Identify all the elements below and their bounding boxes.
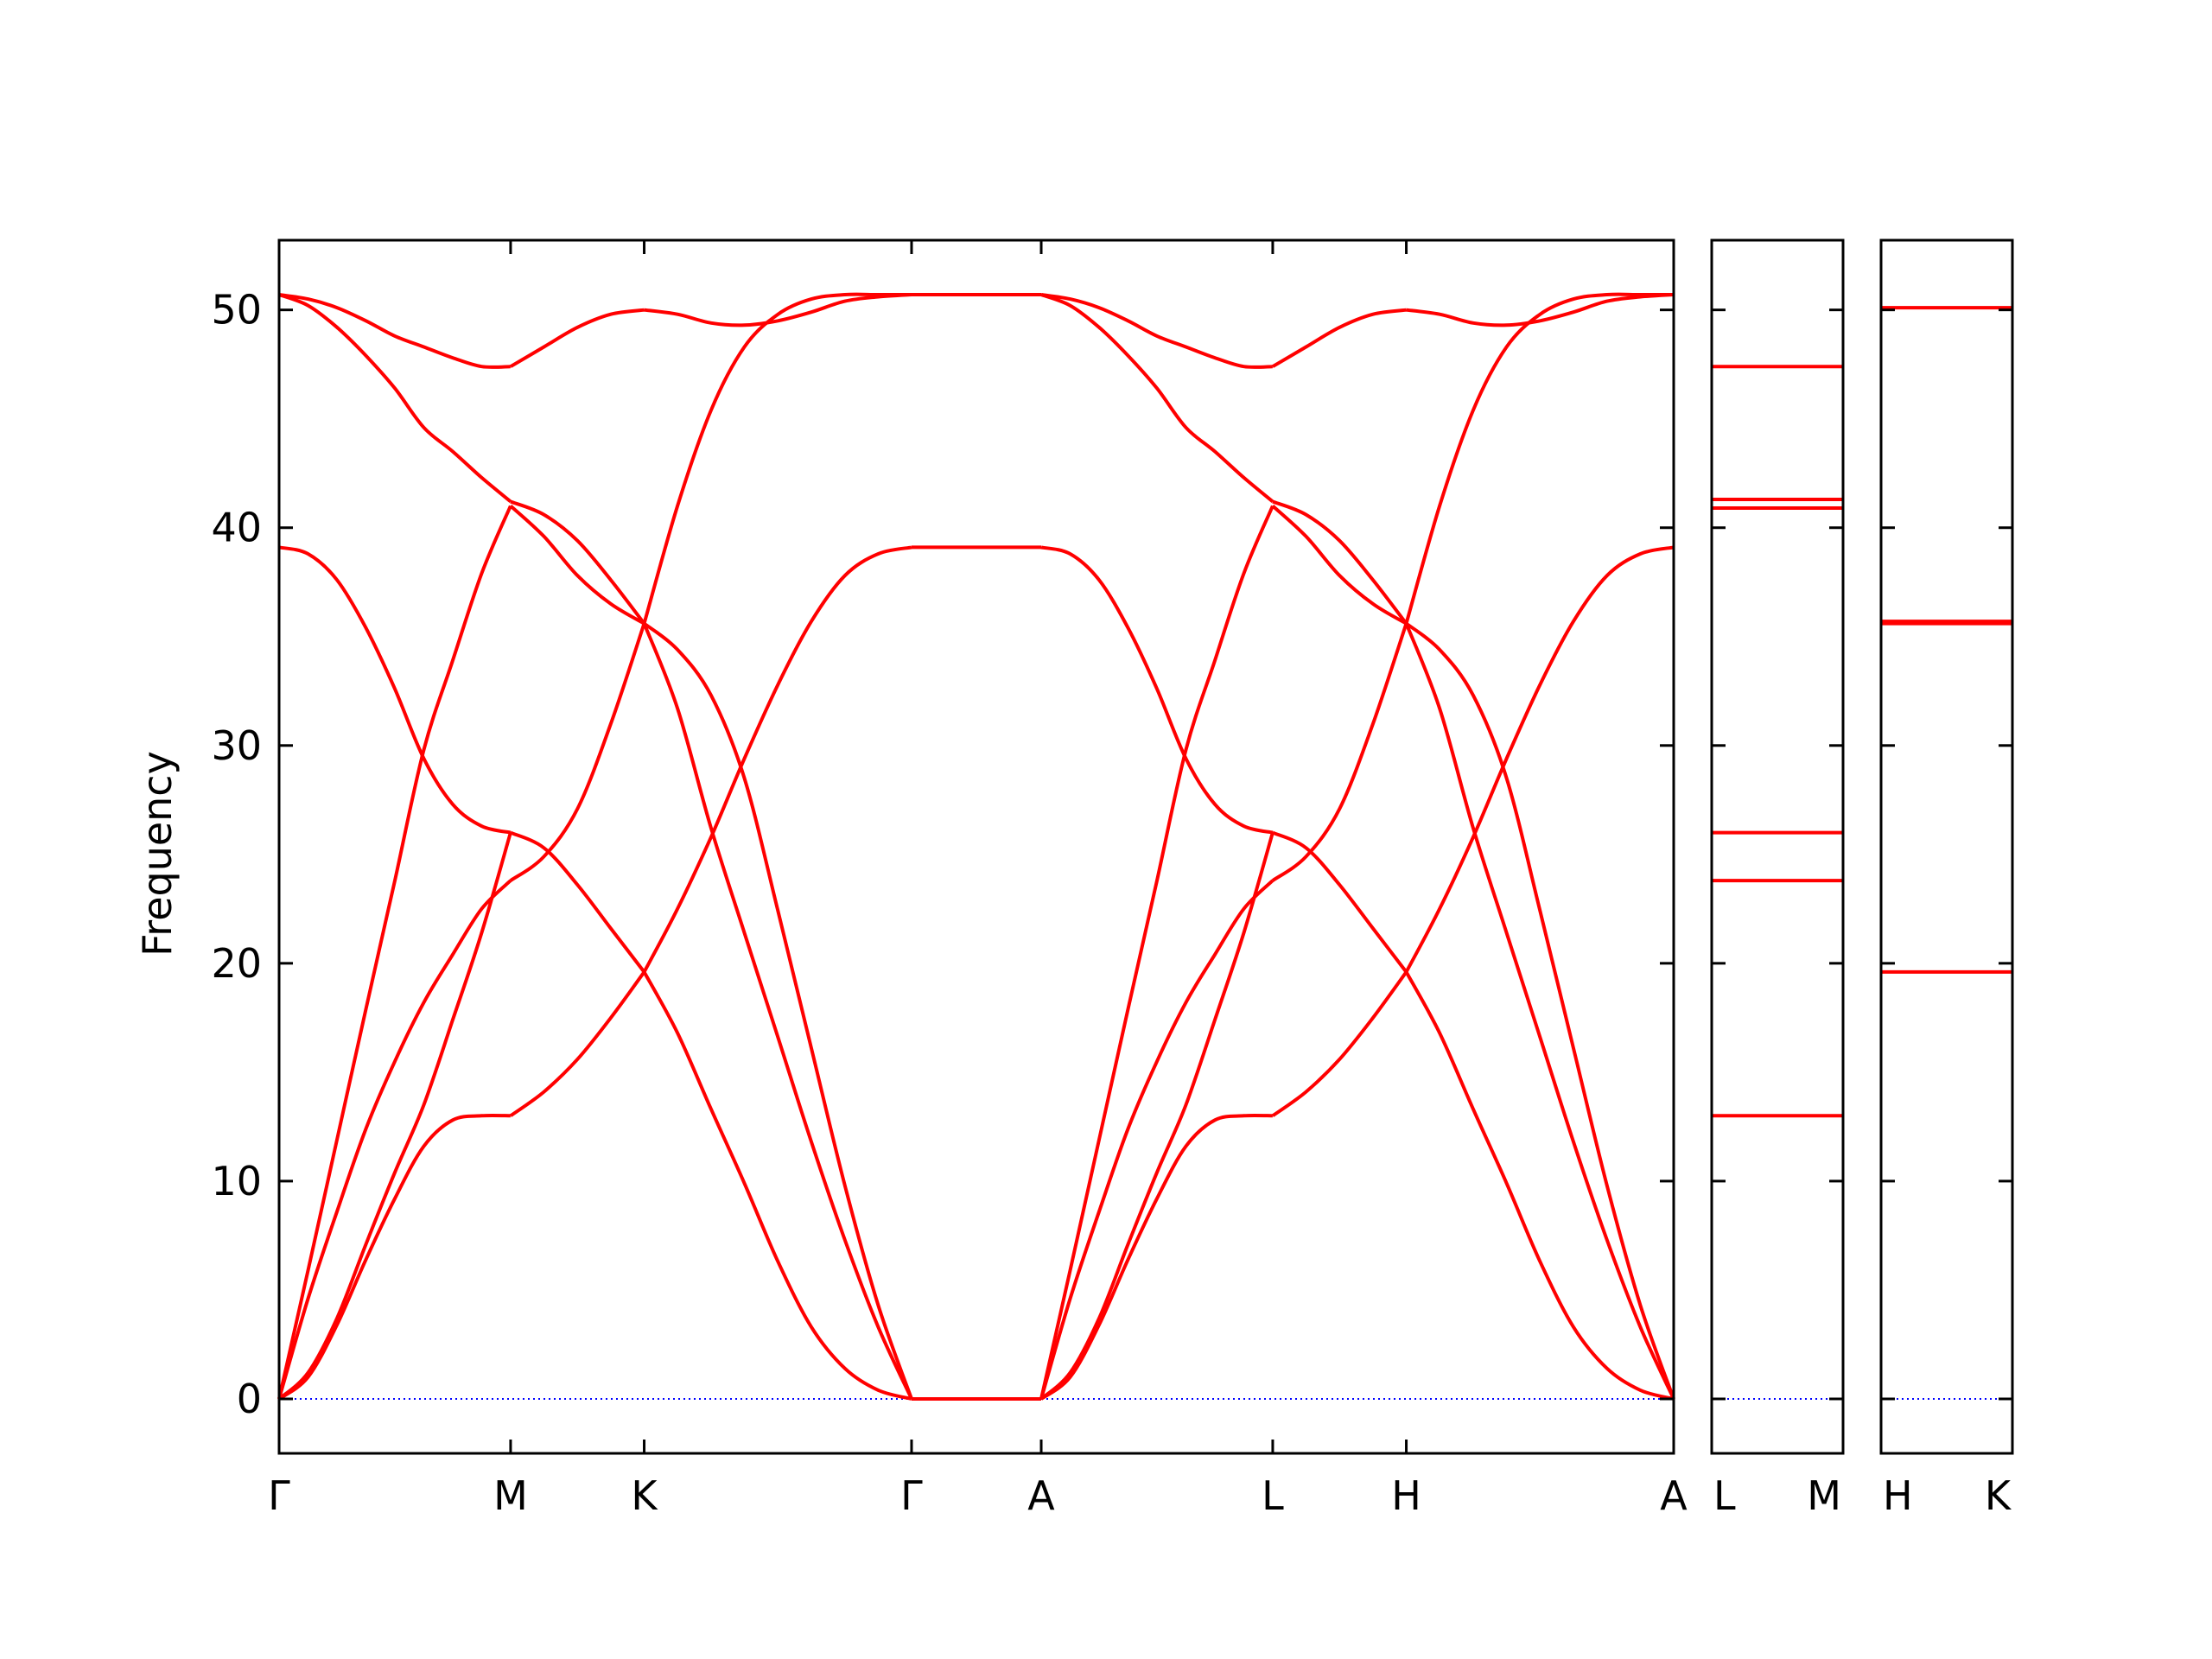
band-line-Γ-M-3 (277, 1113, 511, 1401)
band-line-A-L-3 (1039, 1113, 1273, 1401)
band-line-A-L-7 (1040, 293, 1273, 369)
band-line-H-A-2 (1404, 622, 1675, 1400)
band-line-Γ-M-7 (278, 293, 511, 369)
band-line-K-Γ-6 (644, 293, 912, 327)
x-tick-label: A (1660, 1472, 1688, 1519)
band-line-L-H-6 (1271, 308, 1407, 368)
x-tick-label: H (1883, 1472, 1913, 1519)
x-tick-label: Γ (900, 1472, 923, 1519)
band-line-M-K-4 (509, 505, 645, 626)
band-line-H-A-3 (1405, 622, 1675, 1400)
x-tick-label: Γ (268, 1472, 290, 1519)
y-tick-label: 20 (211, 940, 262, 987)
axes-frame (1710, 238, 1845, 1455)
band-line-K-Γ-4 (642, 545, 912, 973)
y-tick-label: 30 (211, 722, 262, 769)
x-tick-label: M (493, 1472, 528, 1519)
band-line-A-L-6 (1040, 293, 1274, 504)
band-line-A-L-4 (1040, 545, 1274, 835)
x-tick-label: A (1027, 1472, 1055, 1519)
band-line-Γ-M-2 (277, 879, 512, 1400)
x-tick-label: H (1391, 1472, 1421, 1519)
band-line-H-A-5 (1404, 292, 1674, 625)
x-tick-label: M (1807, 1472, 1841, 1519)
band-line-A-L-5 (1039, 505, 1274, 1400)
band-line-Γ-M-6 (278, 293, 512, 504)
band-line-M-K-5 (510, 499, 646, 625)
band-line-L-H-4 (1271, 505, 1408, 626)
band-line-L-H-5 (1272, 499, 1408, 625)
band-line-L-H-3 (1271, 970, 1408, 1117)
band-line-L-H-1 (1272, 830, 1408, 974)
y-tick-label: 10 (211, 1158, 262, 1205)
y-axis-label: Frequency (134, 751, 181, 957)
y-tick-label: 40 (211, 505, 262, 551)
band-line-K-Γ-5 (642, 292, 912, 625)
main-panel: 0 10 20 30 40 50 Γ M K Γ A L H A (211, 238, 1688, 1519)
band-line-H-A-4 (1404, 545, 1675, 973)
band-line-K-Γ-3 (643, 622, 913, 1400)
band-line-K-Γ-2 (642, 622, 913, 1400)
band-line-H-A-1 (1404, 970, 1675, 1401)
y-tick-label: 0 (237, 1376, 262, 1422)
band-line-M-K-1 (510, 830, 646, 974)
band-line-Γ-M-1 (277, 832, 512, 1401)
band-line-Γ-M-4 (278, 545, 512, 835)
x-tick-label: K (631, 1472, 658, 1519)
x-tick-label: L (1713, 1472, 1736, 1519)
axes-frame (277, 238, 1675, 1455)
y-tick-label: 50 (211, 287, 262, 334)
axes-frame (1879, 238, 2014, 1455)
band-line-H-A-6 (1406, 293, 1675, 327)
band-line-L-H-2 (1271, 622, 1408, 882)
band-line-Γ-M-5 (277, 505, 512, 1400)
band-line-M-K-6 (509, 308, 645, 368)
x-tick-label: L (1262, 1472, 1284, 1519)
x-tick-label: K (1985, 1472, 2012, 1519)
band-line-A-L-2 (1039, 879, 1274, 1400)
band-line-M-K-3 (509, 970, 646, 1117)
band-line-K-Γ-1 (642, 970, 912, 1401)
band-line-A-L-1 (1039, 832, 1274, 1401)
band-line-M-K-2 (509, 622, 646, 882)
